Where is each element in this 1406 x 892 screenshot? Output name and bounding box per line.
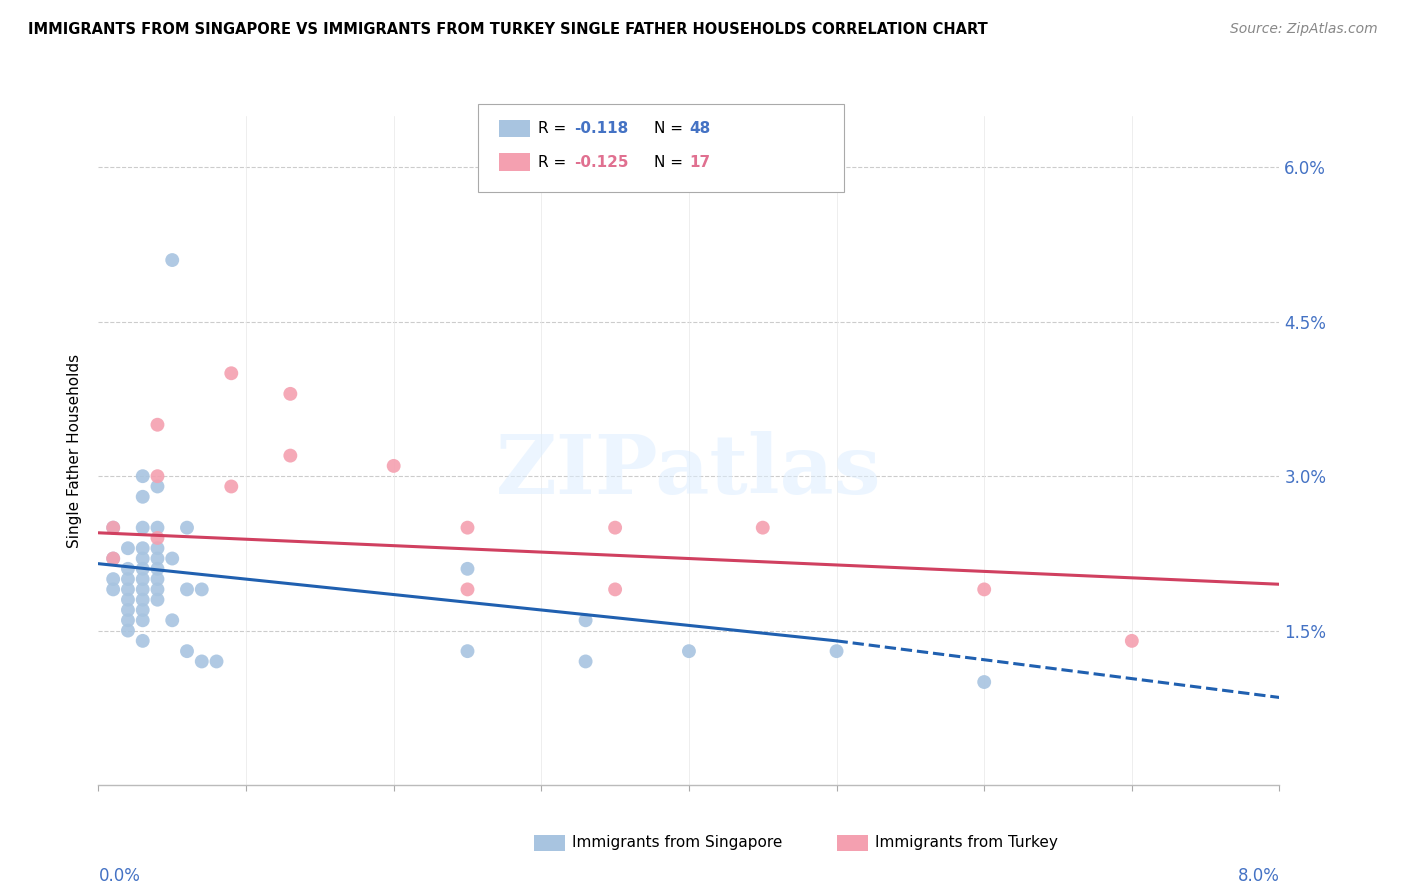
Point: [191, 582, 214, 597]
Point: [117, 572, 139, 586]
Point: [278, 449, 302, 463]
Point: [103, 551, 125, 566]
Point: [132, 551, 155, 566]
Text: 8.0%: 8.0%: [1237, 867, 1279, 885]
Point: [456, 644, 478, 658]
Point: [219, 366, 242, 380]
Point: [382, 458, 405, 473]
Point: [103, 551, 125, 566]
Text: -0.118: -0.118: [574, 121, 628, 136]
Point: [678, 644, 700, 658]
Text: Immigrants from Turkey: Immigrants from Turkey: [875, 836, 1057, 850]
Point: [132, 582, 155, 597]
Point: [132, 541, 155, 556]
Point: [132, 613, 155, 627]
Text: N =: N =: [654, 155, 683, 169]
Point: [146, 582, 169, 597]
Text: N =: N =: [654, 121, 683, 136]
Point: [162, 551, 183, 566]
Text: R =: R =: [538, 121, 567, 136]
Text: -0.125: -0.125: [574, 155, 628, 169]
Point: [132, 490, 155, 504]
Point: [278, 387, 302, 401]
Point: [751, 521, 773, 535]
Point: [456, 582, 478, 597]
Point: [103, 582, 125, 597]
Point: [205, 655, 228, 669]
Point: [146, 541, 169, 556]
Point: [191, 655, 214, 669]
Text: Immigrants from Singapore: Immigrants from Singapore: [572, 836, 783, 850]
Text: Source: ZipAtlas.com: Source: ZipAtlas.com: [1230, 22, 1378, 37]
Point: [132, 633, 155, 648]
Point: [146, 469, 169, 483]
Point: [132, 603, 155, 617]
Text: 48: 48: [689, 121, 710, 136]
Point: [146, 551, 169, 566]
Point: [132, 521, 155, 535]
Point: [117, 582, 139, 597]
Text: ZIPatlas: ZIPatlas: [496, 431, 882, 510]
Point: [117, 592, 139, 607]
Y-axis label: Single Father Households: Single Father Households: [67, 353, 83, 548]
Point: [103, 572, 125, 586]
Point: [176, 644, 198, 658]
Point: [117, 603, 139, 617]
Point: [132, 572, 155, 586]
Text: 0.0%: 0.0%: [98, 867, 141, 885]
Point: [117, 624, 139, 638]
Point: [162, 253, 183, 268]
Point: [132, 592, 155, 607]
Point: [1121, 633, 1143, 648]
Point: [456, 521, 478, 535]
Text: R =: R =: [538, 155, 567, 169]
Point: [176, 521, 198, 535]
Point: [605, 582, 627, 597]
Point: [973, 582, 995, 597]
Point: [176, 582, 198, 597]
Text: 17: 17: [689, 155, 710, 169]
Point: [146, 479, 169, 493]
Point: [103, 521, 125, 535]
Point: [117, 613, 139, 627]
Point: [146, 521, 169, 535]
Point: [117, 541, 139, 556]
Point: [162, 613, 183, 627]
Point: [146, 562, 169, 576]
Point: [132, 469, 155, 483]
Point: [825, 644, 848, 658]
Point: [605, 521, 627, 535]
Point: [456, 562, 478, 576]
Point: [117, 562, 139, 576]
Point: [146, 417, 169, 432]
Point: [973, 675, 995, 690]
Point: [146, 531, 169, 545]
Point: [574, 655, 596, 669]
Point: [146, 592, 169, 607]
Point: [219, 479, 242, 493]
Point: [132, 562, 155, 576]
Point: [103, 521, 125, 535]
Point: [574, 613, 596, 627]
Point: [146, 572, 169, 586]
Text: IMMIGRANTS FROM SINGAPORE VS IMMIGRANTS FROM TURKEY SINGLE FATHER HOUSEHOLDS COR: IMMIGRANTS FROM SINGAPORE VS IMMIGRANTS …: [28, 22, 988, 37]
